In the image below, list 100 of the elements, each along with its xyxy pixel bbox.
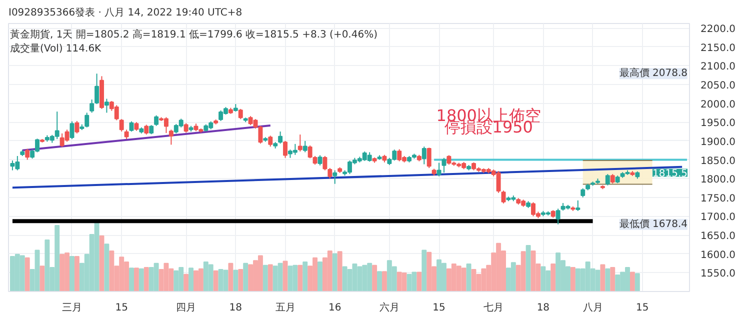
annotation: 最高價 2078.8 xyxy=(619,67,688,80)
bar xyxy=(600,264,606,292)
candlestick xyxy=(436,162,442,177)
x-tick-label: 六月 xyxy=(379,302,400,314)
chart-title: 成交量(Vol) 114.6K xyxy=(10,42,102,54)
bar xyxy=(570,266,576,292)
bar xyxy=(104,244,110,292)
bar xyxy=(24,257,30,292)
text: I0928935366發表 · 八月 14, 2022 19:40 UTC+8 xyxy=(8,6,242,18)
bar xyxy=(372,264,378,292)
candlestick xyxy=(129,120,134,132)
candlestick xyxy=(298,134,302,152)
bar xyxy=(298,264,303,292)
candlestick xyxy=(283,140,288,158)
y-tick-label: 2200.0 xyxy=(700,24,736,36)
candlestick xyxy=(144,124,149,136)
y-tick-label: 2050.0 xyxy=(700,80,736,92)
candlestick xyxy=(422,146,426,165)
bar xyxy=(138,268,144,292)
bar xyxy=(337,251,342,292)
bar xyxy=(302,261,308,292)
candlestick xyxy=(501,190,506,204)
candlestick xyxy=(556,208,560,225)
x-tick-label: 15 xyxy=(115,302,128,314)
x-tick-label: 16 xyxy=(328,302,342,314)
bar xyxy=(416,272,422,292)
bar xyxy=(40,266,45,292)
x-tick-label: 15 xyxy=(636,302,649,314)
bar xyxy=(332,253,338,292)
bar xyxy=(550,264,556,292)
x-tick-label: 18 xyxy=(229,302,242,314)
candlestick xyxy=(268,135,273,148)
y-tick-label: 2000.0 xyxy=(700,99,736,110)
x-tick-label: 三月 xyxy=(62,302,82,314)
bar xyxy=(382,271,387,292)
bar xyxy=(129,268,134,292)
x-tick-label: 15 xyxy=(432,302,446,314)
candlestick xyxy=(104,98,109,114)
candlestick xyxy=(70,120,74,140)
bar xyxy=(134,268,139,292)
bar xyxy=(318,261,322,292)
annotation: 最低價 1678.4 xyxy=(619,218,688,230)
candlestick xyxy=(74,120,80,134)
x-tick-label: 四月 xyxy=(176,302,196,314)
bar xyxy=(74,256,80,292)
candlestick xyxy=(576,200,580,212)
bar xyxy=(238,269,244,292)
candlestick xyxy=(442,157,446,174)
x-tick-label: 八月 xyxy=(582,302,603,314)
y-tick-label: 1750.0 xyxy=(700,193,736,204)
y-tick-label: 1950.0 xyxy=(700,118,736,130)
y-tick-label: 1900.0 xyxy=(700,136,736,148)
candlestick xyxy=(278,131,283,144)
candlestick xyxy=(124,129,129,140)
y-tick-label: 1550.0 xyxy=(700,268,736,280)
bar xyxy=(144,266,149,292)
bar xyxy=(610,266,616,292)
candlestick xyxy=(238,108,243,120)
candlestick xyxy=(25,148,30,160)
bar xyxy=(228,262,234,292)
candlestick xyxy=(605,174,610,186)
candlestick xyxy=(154,114,159,126)
candlestick xyxy=(302,140,308,153)
candlestick xyxy=(332,170,338,184)
bar xyxy=(268,264,273,292)
bar xyxy=(233,270,238,292)
bar xyxy=(377,271,382,292)
text: 黃金期貨, 1天 開=1805.2 高=1819.1 低=1799.6 收=1815.5 +8.3 (+0.46%) xyxy=(10,28,378,40)
y-tick-label: 1650.0 xyxy=(700,231,736,242)
candlestick xyxy=(168,129,174,146)
bar xyxy=(213,270,218,292)
y-tick-label: 1600.0 xyxy=(700,250,736,261)
bar xyxy=(184,274,189,292)
candlestick xyxy=(149,124,154,135)
candlestick xyxy=(119,118,124,132)
bar xyxy=(605,268,610,292)
y-tick-label: 1800.0 xyxy=(700,174,736,186)
bar xyxy=(188,268,194,292)
candlestick xyxy=(426,147,432,169)
x-tick-label: 五月 xyxy=(275,302,296,314)
bar xyxy=(630,272,635,292)
bar xyxy=(634,273,640,292)
annotation: 1815.5 xyxy=(652,168,688,180)
y-tick-label: 1850.0 xyxy=(700,156,736,167)
x-tick-label: 18 xyxy=(536,302,550,314)
bar xyxy=(422,250,427,292)
candlestick xyxy=(318,154,322,166)
bar xyxy=(243,262,248,292)
y-tick-label: 2150.0 xyxy=(700,42,736,54)
candlestick xyxy=(184,122,188,134)
bar xyxy=(262,264,268,292)
y-tick-label: 2100.0 xyxy=(700,62,736,73)
bar xyxy=(99,235,104,292)
bar xyxy=(70,256,74,292)
x-tick-label: 七月 xyxy=(484,302,504,314)
bar xyxy=(526,244,531,292)
candlestick xyxy=(580,188,586,198)
candlestick xyxy=(610,174,615,184)
y-tick-label: 1700.0 xyxy=(700,212,736,224)
bar xyxy=(466,264,472,292)
